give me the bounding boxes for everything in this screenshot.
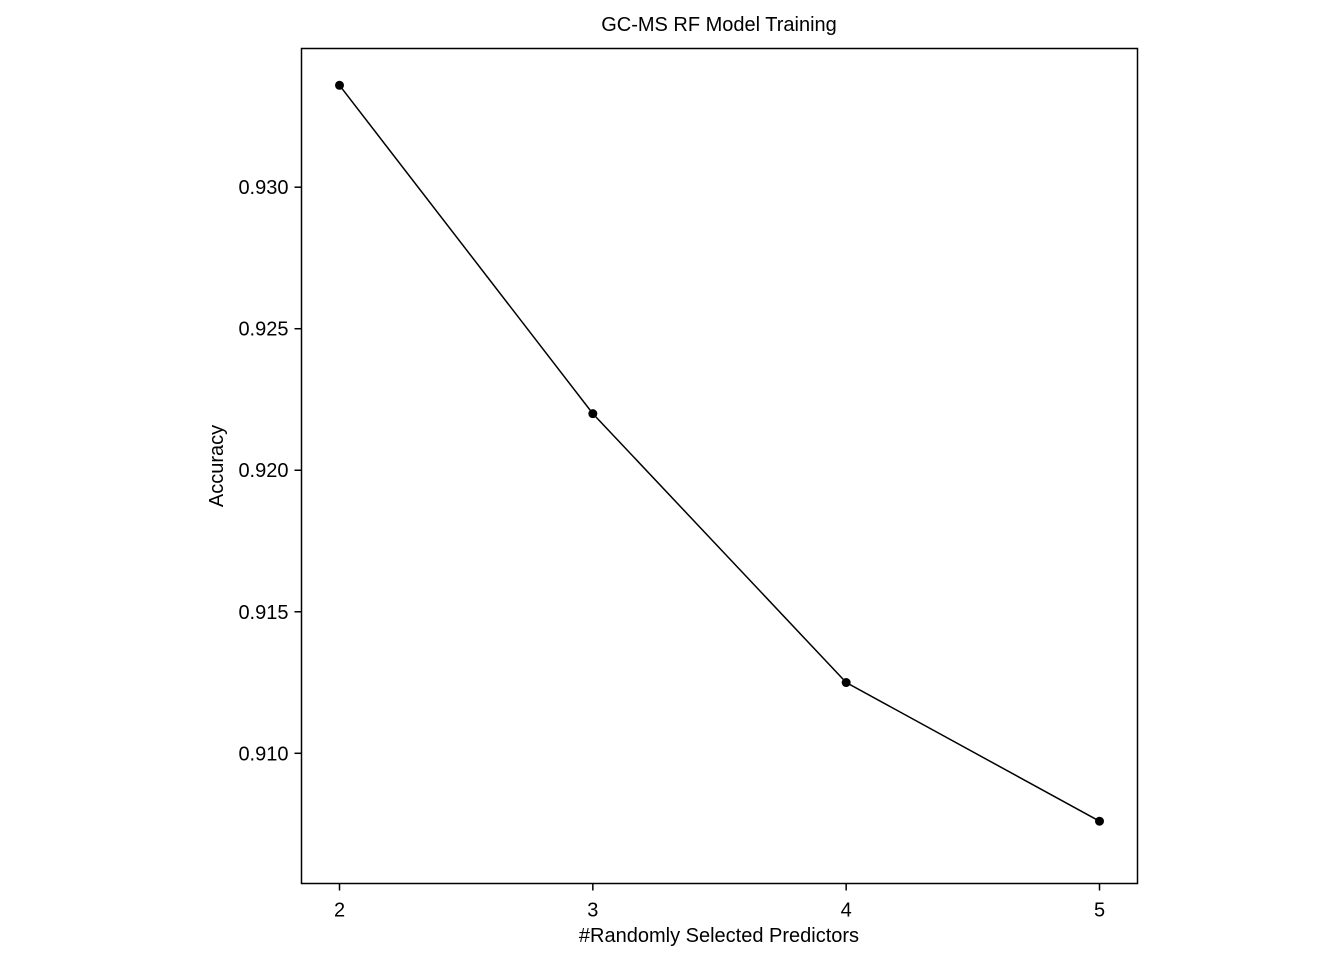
y-axis-label: Accuracy [206,425,228,507]
data-point [335,80,344,90]
data-point [841,678,851,688]
data-marks [335,80,1104,826]
y-tick-label: 0.920 [238,460,288,482]
y-tick-label: 0.910 [238,743,288,765]
axis-ticks: 2 3 4 5 0.910 0.915 0.920 0.925 0.930 [238,177,1105,921]
chart-title: GC-MS RF Model Training [601,14,837,36]
series-line [338,84,1100,822]
x-tick-label: 2 [334,900,345,922]
x-tick-label: 4 [841,900,852,922]
y-tick-label: 0.930 [238,177,288,199]
x-tick-label: 5 [1094,900,1105,922]
y-tick-label: 0.925 [238,319,288,341]
plot-frame [300,47,1139,885]
x-tick-label: 3 [587,900,598,922]
data-point [1095,816,1104,826]
x-axis-label: #Randomly Selected Predictors [579,925,859,947]
y-tick-label: 0.915 [238,602,288,624]
data-point [588,409,598,419]
